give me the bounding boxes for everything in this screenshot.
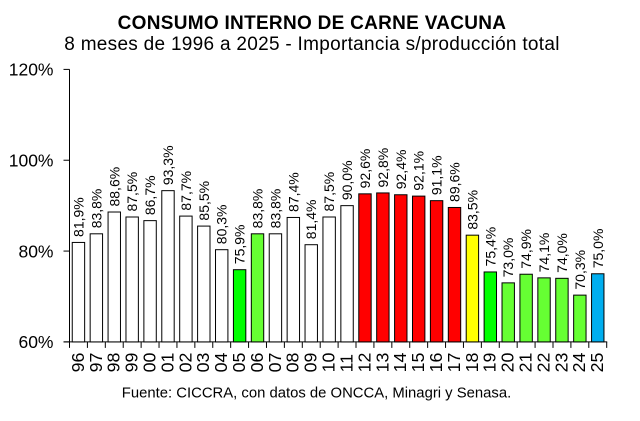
svg-text:01: 01 bbox=[157, 353, 177, 373]
svg-text:93,3%: 93,3% bbox=[160, 145, 176, 185]
svg-text:99: 99 bbox=[122, 353, 142, 373]
svg-text:92,6%: 92,6% bbox=[357, 149, 373, 189]
svg-text:73,0%: 73,0% bbox=[500, 238, 516, 278]
svg-text:13: 13 bbox=[372, 353, 392, 373]
svg-text:89,6%: 89,6% bbox=[447, 162, 463, 202]
svg-text:21: 21 bbox=[516, 353, 536, 373]
svg-text:91,1%: 91,1% bbox=[429, 155, 445, 195]
svg-text:25: 25 bbox=[587, 353, 607, 373]
svg-text:70,3%: 70,3% bbox=[572, 250, 588, 290]
svg-text:81,4%: 81,4% bbox=[303, 200, 319, 240]
svg-text:74,0%: 74,0% bbox=[554, 233, 570, 273]
svg-text:22: 22 bbox=[533, 353, 553, 373]
svg-text:20: 20 bbox=[498, 353, 518, 373]
svg-text:8 meses de 1996 a 2025 - Impor: 8 meses de 1996 a 2025 - Importancia s/p… bbox=[64, 34, 559, 55]
svg-text:10: 10 bbox=[319, 353, 339, 373]
svg-text:03: 03 bbox=[193, 353, 213, 373]
svg-text:87,4%: 87,4% bbox=[285, 172, 301, 212]
svg-text:80%: 80% bbox=[18, 241, 53, 261]
svg-text:19: 19 bbox=[480, 353, 500, 373]
svg-text:83,5%: 83,5% bbox=[464, 190, 480, 230]
svg-text:96: 96 bbox=[68, 353, 88, 373]
svg-text:16: 16 bbox=[426, 353, 446, 373]
svg-text:11: 11 bbox=[336, 354, 356, 373]
svg-text:00: 00 bbox=[139, 353, 159, 373]
svg-text:92,8%: 92,8% bbox=[375, 148, 391, 188]
svg-text:83,8%: 83,8% bbox=[250, 189, 266, 229]
svg-text:83,8%: 83,8% bbox=[267, 189, 283, 229]
svg-text:92,1%: 92,1% bbox=[411, 151, 427, 191]
svg-text:CONSUMO INTERNO DE CARNE VACUN: CONSUMO INTERNO DE CARNE VACUNA bbox=[118, 13, 507, 34]
svg-text:74,9%: 74,9% bbox=[518, 229, 534, 269]
svg-text:09: 09 bbox=[301, 353, 321, 373]
svg-text:60%: 60% bbox=[18, 332, 53, 352]
svg-text:24: 24 bbox=[569, 353, 589, 373]
svg-text:75,4%: 75,4% bbox=[482, 227, 498, 267]
svg-text:120%: 120% bbox=[9, 60, 54, 80]
svg-text:05: 05 bbox=[229, 353, 249, 373]
svg-text:08: 08 bbox=[283, 353, 303, 373]
svg-text:85,5%: 85,5% bbox=[196, 181, 212, 221]
svg-text:92,4%: 92,4% bbox=[393, 150, 409, 190]
svg-text:14: 14 bbox=[390, 353, 410, 373]
svg-text:Fuente: CICCRA, con datos de O: Fuente: CICCRA, con datos de ONCCA, Mina… bbox=[122, 386, 511, 402]
svg-text:06: 06 bbox=[247, 353, 267, 373]
svg-text:90,0%: 90,0% bbox=[339, 160, 355, 200]
svg-text:18: 18 bbox=[462, 353, 482, 373]
svg-text:97: 97 bbox=[86, 353, 106, 373]
svg-text:02: 02 bbox=[175, 353, 195, 373]
svg-text:86,7%: 86,7% bbox=[142, 175, 158, 215]
svg-text:74,1%: 74,1% bbox=[536, 233, 552, 273]
svg-text:87,5%: 87,5% bbox=[321, 172, 337, 212]
svg-text:17: 17 bbox=[444, 353, 464, 373]
svg-text:98: 98 bbox=[104, 353, 124, 373]
svg-text:87,5%: 87,5% bbox=[124, 172, 140, 212]
svg-text:83,8%: 83,8% bbox=[88, 189, 104, 229]
svg-text:75,0%: 75,0% bbox=[590, 229, 606, 269]
svg-text:12: 12 bbox=[354, 353, 374, 373]
svg-text:88,6%: 88,6% bbox=[106, 167, 122, 207]
svg-text:07: 07 bbox=[265, 353, 285, 373]
svg-text:81,9%: 81,9% bbox=[70, 197, 86, 237]
svg-text:15: 15 bbox=[408, 353, 428, 373]
svg-text:80,3%: 80,3% bbox=[214, 204, 230, 244]
svg-text:04: 04 bbox=[211, 353, 231, 373]
svg-text:100%: 100% bbox=[9, 150, 54, 170]
svg-text:75,9%: 75,9% bbox=[232, 224, 248, 264]
svg-text:23: 23 bbox=[551, 353, 571, 373]
svg-text:87,7%: 87,7% bbox=[178, 171, 194, 211]
